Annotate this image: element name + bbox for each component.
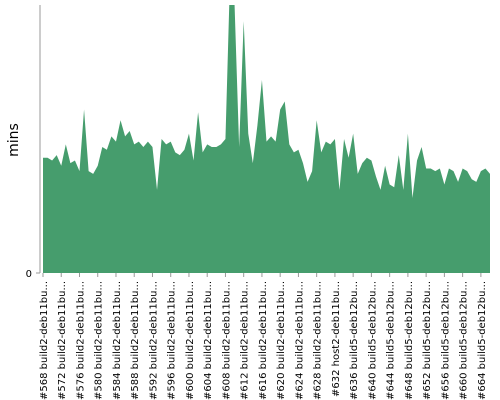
x-tick-label: #604 build2-deb11bu... [203,281,214,400]
x-tick-label: #568 build2-deb11bu... [39,281,50,400]
x-tick-label: #628 build2-deb11bu... [313,281,324,400]
x-tick-label: #616 build2-deb11bu... [258,281,269,400]
x-tick-label: #656 build5-deb12bu... [440,281,451,400]
x-tick-label: #664 build5-deb12bu... [477,281,488,400]
x-tick-label: #644 build5-deb12bu... [386,281,397,400]
x-tick-label: #652 build5-deb12bu... [422,281,433,400]
y-axis-label: mins [6,123,22,157]
x-tick-label: #632 host2-deb11bu... [331,281,342,397]
x-tick-label: #624 build2-deb11bu... [294,281,305,400]
x-tick-label: #600 build2-deb11bu... [185,281,196,400]
x-tick-label: #588 build2-deb11bu... [130,281,141,400]
x-tick-label: #584 build2-deb11bu... [112,281,123,400]
x-tick-label: #592 build2-deb11bu... [148,281,159,400]
x-tick-label: #608 build2-deb11bu... [221,281,232,400]
x-tick-label: #660 build5-deb12bu... [459,281,470,400]
x-tick-label: #612 build2-deb11bu... [240,281,251,400]
x-tick-label: #580 build2-deb11bu... [94,281,105,400]
x-tick-label: #636 build5-deb12bu... [349,281,360,400]
area [43,5,490,273]
x-tick-label: #572 build2-deb11bu... [57,281,68,400]
x-tick-label: #576 build2-deb11bu... [75,281,86,400]
x-tick-label: #648 build5-deb12bu... [404,281,415,400]
x-tick-label: #620 build2-deb11bu... [276,281,287,400]
y-tick-label: 0 [26,269,32,280]
x-tick-label: #596 build2-deb11bu... [167,281,178,400]
x-tick-label: #640 build5-deb12bu... [367,281,378,400]
